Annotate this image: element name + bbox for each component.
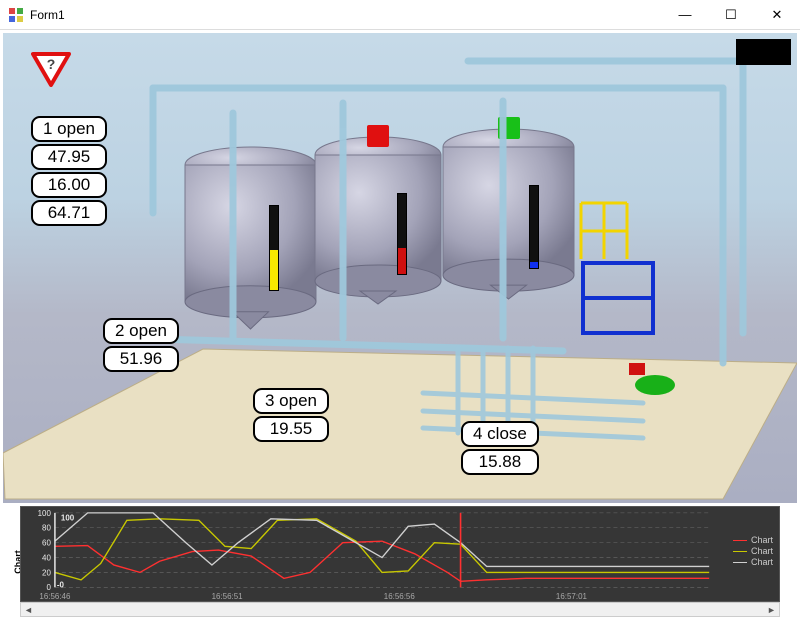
legend-label: Chart: [751, 535, 773, 545]
svg-text:80: 80: [42, 524, 51, 533]
scada-3d-scene: ? 1 open 47.95 16.00 64.71 2 open 51.96 …: [3, 33, 797, 503]
svg-text:40: 40: [42, 554, 51, 563]
close-button[interactable]: ✕: [754, 0, 800, 29]
chart-legend: ChartChartChart: [733, 535, 773, 568]
scroll-left-arrow-icon[interactable]: ◄: [21, 603, 36, 616]
piping-overlay: [3, 33, 797, 503]
client-area: ? 1 open 47.95 16.00 64.71 2 open 51.96 …: [0, 30, 800, 626]
minimize-button[interactable]: —: [662, 0, 708, 29]
svg-text:20: 20: [42, 568, 51, 577]
svg-text:100: 100: [38, 509, 52, 518]
svg-text:60: 60: [42, 539, 51, 548]
svg-text:16:57:01: 16:57:01: [556, 592, 587, 601]
svg-text:16:56:46: 16:56:46: [39, 592, 71, 601]
black-box-overlay: [736, 39, 791, 65]
readout-group-4: 4 close 15.88: [461, 421, 539, 477]
valve-1-value-2: 64.71: [31, 200, 107, 226]
valve-2-status: 2 open: [103, 318, 179, 344]
readout-group-2: 2 open 51.96: [103, 318, 179, 374]
svg-text:16:56:56: 16:56:56: [384, 592, 416, 601]
svg-text:100: 100: [61, 514, 75, 523]
valve-2-value-0: 51.96: [103, 346, 179, 372]
valve-3-value-0: 19.55: [253, 416, 329, 442]
svg-text:?: ?: [47, 56, 56, 72]
readout-group-3: 3 open 19.55: [253, 388, 329, 444]
trend-chart[interactable]: 0 20 40 60 80 100 100 -0 16:56:46 16:56:51 16:56:5…: [20, 506, 780, 602]
svg-text:16:56:51: 16:56:51: [212, 592, 243, 601]
valve-1-status: 1 open: [31, 116, 107, 142]
scroll-track[interactable]: [36, 603, 764, 616]
legend-entry: Chart: [733, 557, 773, 567]
yield-sign-icon: ?: [31, 51, 71, 87]
scroll-right-arrow-icon[interactable]: ►: [764, 603, 779, 616]
svg-text:-0: -0: [57, 580, 65, 589]
window-title: Form1: [30, 8, 662, 22]
valve-1-value-0: 47.95: [31, 144, 107, 170]
valve-4-status: 4 close: [461, 421, 539, 447]
app-icon: [8, 7, 24, 23]
maximize-button[interactable]: ☐: [708, 0, 754, 29]
trend-chart-panel: Chart 0 20 40 60 80 100 100 -0 16:56:46 16:56:51 1…: [20, 506, 780, 618]
valve-1-value-1: 16.00: [31, 172, 107, 198]
legend-entry: Chart: [733, 546, 773, 556]
legend-entry: Chart: [733, 535, 773, 545]
valve-3-status: 3 open: [253, 388, 329, 414]
titlebar[interactable]: Form1 — ☐ ✕: [0, 0, 800, 30]
legend-label: Chart: [751, 546, 773, 556]
readout-group-1: 1 open 47.95 16.00 64.71: [31, 116, 107, 228]
window-frame: Form1 — ☐ ✕: [0, 0, 800, 626]
chart-horizontal-scrollbar[interactable]: ◄ ►: [20, 602, 780, 617]
svg-text:0: 0: [46, 583, 51, 592]
valve-4-value-0: 15.88: [461, 449, 539, 475]
legend-label: Chart: [751, 557, 773, 567]
